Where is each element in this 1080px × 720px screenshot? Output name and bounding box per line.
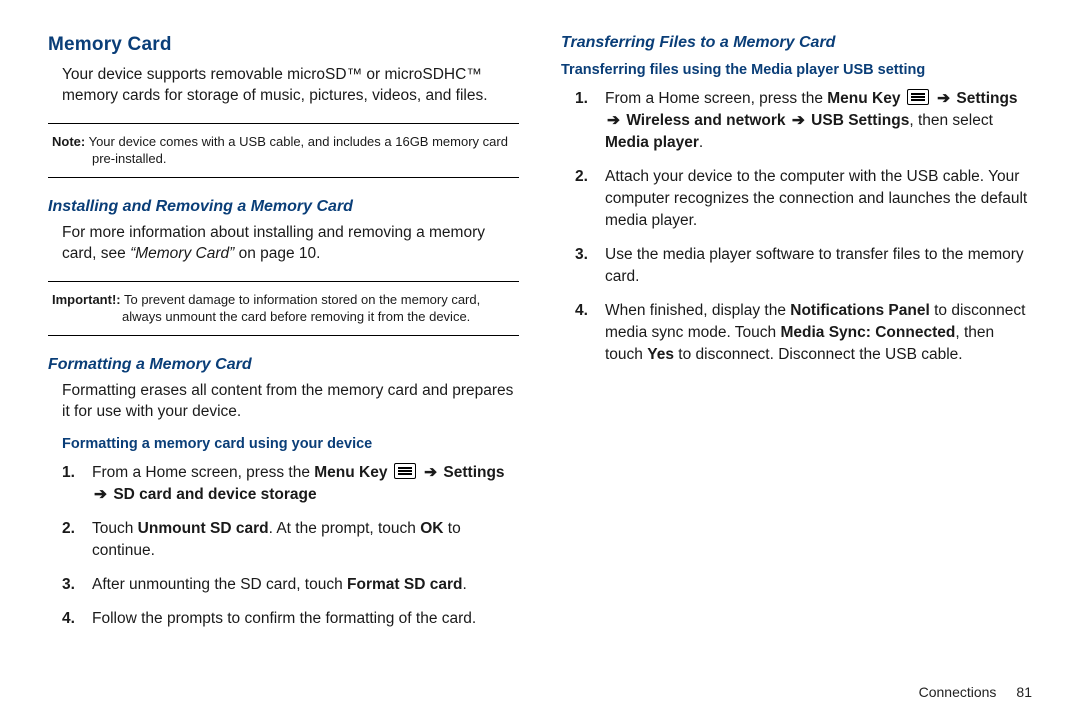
left-column: Memory Card Your device supports removab…: [48, 34, 519, 696]
important-block: Important!: To prevent damage to informa…: [48, 281, 519, 336]
format-step-3: After unmounting the SD card, touch Form…: [62, 574, 519, 596]
ts1-pre: From a Home screen, press the: [605, 90, 827, 107]
heading-transfer-media-usb: Transferring files using the Media playe…: [561, 62, 1032, 78]
ts4-yes: Yes: [647, 346, 674, 363]
footer-section: Connections: [919, 684, 997, 700]
arrow-icon: ➔: [937, 90, 950, 107]
heading-memory-card: Memory Card: [48, 34, 519, 56]
transfer-step-4: When finished, display the Notifications…: [575, 300, 1032, 366]
install-post: on page 10.: [234, 245, 320, 262]
arrow-icon: ➔: [424, 464, 437, 481]
fs2-mid: . At the prompt, touch: [269, 520, 421, 537]
manual-page: Memory Card Your device supports removab…: [0, 0, 1080, 720]
fs1-settings: Settings: [443, 464, 504, 481]
memory-card-intro: Your device supports removable microSD™ …: [48, 64, 519, 107]
ts1-menukey: Menu Key: [827, 90, 900, 107]
ts4-msc: Media Sync: Connected: [780, 324, 955, 341]
heading-install-remove: Installing and Removing a Memory Card: [48, 198, 519, 216]
page-footer: Connections 81: [919, 684, 1032, 700]
arrow-icon: ➔: [607, 112, 620, 129]
ts1-then: , then select: [909, 112, 993, 129]
note-text: Your device comes with a USB cable, and …: [85, 134, 508, 167]
fs3-format: Format SD card: [347, 576, 462, 593]
note-block: Note: Your device comes with a USB cable…: [48, 123, 519, 178]
fs1-menukey: Menu Key: [314, 464, 387, 481]
format-steps: From a Home screen, press the Menu Key ➔…: [48, 462, 519, 642]
note-label: Note:: [52, 134, 85, 149]
fs2-pre: Touch: [92, 520, 138, 537]
right-column: Transferring Files to a Memory Card Tran…: [561, 34, 1032, 696]
fs2-unmount: Unmount SD card: [138, 520, 269, 537]
fs3-post: .: [462, 576, 466, 593]
important-label: Important!:: [52, 292, 121, 307]
arrow-icon: ➔: [94, 486, 107, 503]
transfer-steps: From a Home screen, press the Menu Key ➔…: [561, 88, 1032, 378]
footer-page-number: 81: [1016, 684, 1032, 700]
format-step-1: From a Home screen, press the Menu Key ➔…: [62, 462, 519, 506]
fs3-pre: After unmounting the SD card, touch: [92, 576, 347, 593]
ts1-post: .: [699, 134, 703, 151]
fs1-sd: SD card and device storage: [113, 486, 316, 503]
heading-format-using-device: Formatting a memory card using your devi…: [48, 436, 519, 452]
fs2-ok: OK: [420, 520, 443, 537]
ts1-settings: Settings: [956, 90, 1017, 107]
ts1-media: Media player: [605, 134, 699, 151]
menu-key-icon: [907, 89, 929, 105]
ts4-pre: When finished, display the: [605, 302, 790, 319]
ts4-post: to disconnect. Disconnect the USB cable.: [674, 346, 963, 363]
ts1-wireless: Wireless and network: [626, 112, 785, 129]
install-remove-text: For more information about installing an…: [48, 222, 519, 265]
transfer-step-1: From a Home screen, press the Menu Key ➔…: [575, 88, 1032, 154]
transfer-step-2: Attach your device to the computer with …: [575, 166, 1032, 232]
arrow-icon: ➔: [792, 112, 805, 129]
heading-formatting: Formatting a Memory Card: [48, 356, 519, 374]
menu-key-icon: [394, 463, 416, 479]
heading-transferring: Transferring Files to a Memory Card: [561, 34, 1032, 52]
formatting-text: Formatting erases all content from the m…: [48, 380, 519, 423]
format-step-2: Touch Unmount SD card. At the prompt, to…: [62, 518, 519, 562]
transfer-step-3: Use the media player software to transfe…: [575, 244, 1032, 288]
ts1-usb: USB Settings: [811, 112, 909, 129]
ts4-np: Notifications Panel: [790, 302, 930, 319]
format-step-4: Follow the prompts to confirm the format…: [62, 608, 519, 630]
fs1-pre: From a Home screen, press the: [92, 464, 314, 481]
important-text: To prevent damage to information stored …: [121, 292, 481, 325]
install-ref: “Memory Card”: [130, 245, 234, 262]
